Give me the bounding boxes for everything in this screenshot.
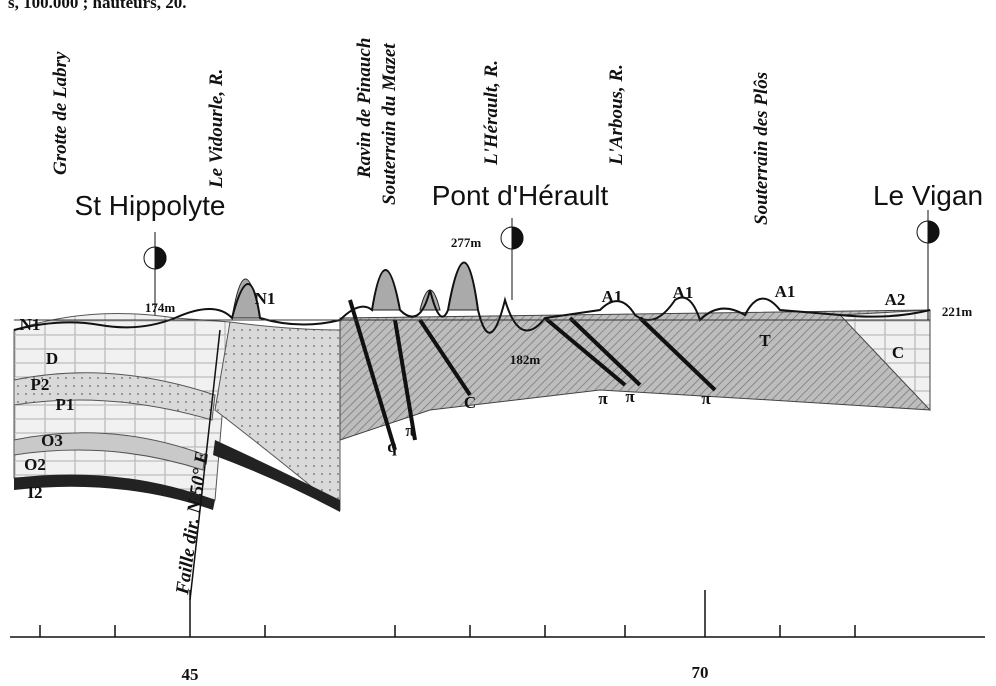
scale-label: 45 [182,665,199,684]
formation-label: P2 [31,375,50,394]
place-label: Ravin de Pinauch [354,38,375,179]
formation-label: T [759,331,771,350]
formation-label: π [625,387,635,406]
scale-bar [10,590,985,638]
header-fragment: s, 100.000 ; hauteurs, 20. [8,0,187,12]
formation-label: N1 [255,289,276,308]
town-name: Le Vigan [873,180,983,211]
formation-label: π [701,389,711,408]
formation-label: I2 [27,483,42,502]
strata-right [231,262,931,451]
markers [143,210,940,601]
formation-label: π [405,421,415,440]
formation-label: π [598,389,608,408]
elevation: 221m [942,304,973,319]
formation-label: N1 [20,315,41,334]
formation-label: A1 [602,287,623,306]
town-name: Pont d'Hérault [432,180,609,211]
place-label: L'Arbous, R. [606,64,627,166]
formation-label: D [46,349,58,368]
formation-label: C [892,343,904,362]
place-label: Souterrain du Mazet [379,43,400,205]
town-name: St Hippolyte [75,190,226,221]
formation-label: O2 [24,455,46,474]
formation-label: O3 [41,431,63,450]
formation-label: C [464,393,476,412]
formation-label: A1 [775,282,796,301]
place-label: Grotte de Labry [50,51,71,175]
elevation: 277m [451,235,482,250]
place-label: L'Hérault, R. [481,60,502,166]
formation-label: P1 [56,395,75,414]
place-label: Le Vidourle, R. [206,69,227,189]
formation-label: A2 [885,290,906,309]
strata-left [13,313,341,512]
formation-label: q [387,437,397,456]
scale-label: 70 [692,663,709,682]
elevation: 182m [510,352,541,367]
place-label: Souterrain des Plôs [751,72,772,225]
elevation: 174m [145,300,176,315]
formation-label: A1 [673,283,694,302]
